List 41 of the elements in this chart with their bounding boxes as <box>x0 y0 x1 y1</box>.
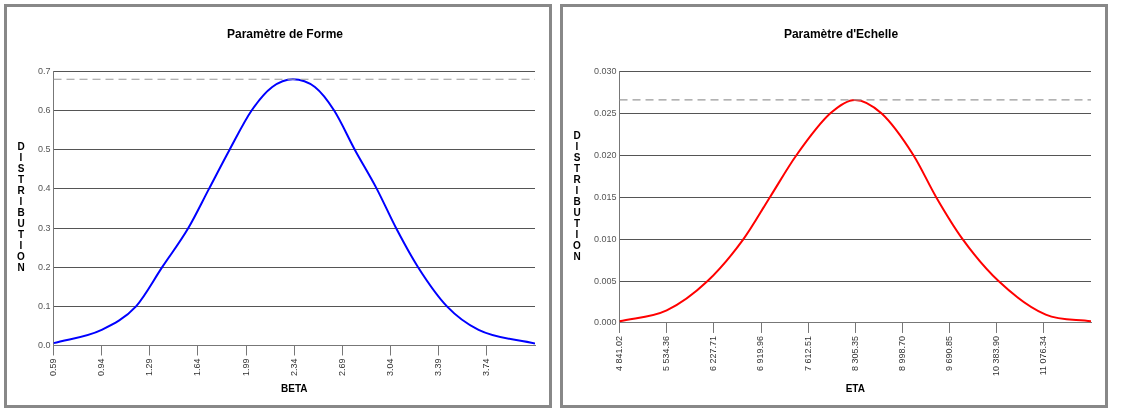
x-tick-label: 6 919.96 <box>755 335 766 372</box>
text: DISTRIBUTION <box>573 129 581 262</box>
x-tick-label: 2.69 <box>336 358 347 377</box>
y-tick-label: 0.2 <box>38 261 51 272</box>
x-tick-label: 5 534.36 <box>661 335 672 372</box>
y-tick-label: 0.010 <box>593 233 617 244</box>
y-tick-label: 0.7 <box>38 65 51 76</box>
x-tick-label: 10 383.90 <box>991 335 1002 377</box>
x-tick-label: 11 076.34 <box>1038 335 1049 376</box>
y-tick-label: 0.6 <box>38 105 51 116</box>
x-tick-label: 9 690.85 <box>944 335 955 372</box>
y-tick-label: 0.1 <box>38 300 51 311</box>
x-axis-title: ETA <box>845 382 865 394</box>
x-axis-title: BETA <box>281 382 308 394</box>
y-tick-label: 0.0 <box>38 339 51 350</box>
y-tick-label: 0.000 <box>593 317 617 328</box>
y-tick-label: 0.4 <box>38 183 51 194</box>
x-tick-label: 7 612.51 <box>802 335 813 372</box>
x-tick-label: 4 841.02 <box>614 335 625 372</box>
x-tick-label: 1.64 <box>192 358 203 377</box>
chart-title: Paramètre de Forme <box>226 26 344 41</box>
x-tick-label: 8 998.70 <box>896 335 907 372</box>
y-tick-label: 0.025 <box>593 107 617 118</box>
x-tick-label: 3.74 <box>481 358 492 377</box>
x-tick-label: 6 227.71 <box>708 335 719 372</box>
y-tick-label: 0.3 <box>38 222 51 233</box>
y-tick-label: 0.030 <box>593 65 617 76</box>
chart-title: Paramètre d'Echelle <box>783 26 899 41</box>
x-tick-label: 3.39 <box>433 358 444 377</box>
y-tick-label: 0.020 <box>593 149 617 160</box>
y-tick-label: 0.005 <box>593 275 617 286</box>
x-tick-label: 0.59 <box>48 358 58 377</box>
y-tick-label: 0.5 <box>38 144 51 155</box>
y-tick-label: 0.015 <box>593 191 617 202</box>
x-tick-label: 1.29 <box>144 358 155 377</box>
x-tick-label: 1.99 <box>240 358 251 377</box>
x-tick-label: 3.04 <box>385 358 396 377</box>
text: DISTRIBUTION <box>17 141 25 274</box>
x-tick-label: 8 305.35 <box>849 335 860 372</box>
x-tick-label: 0.94 <box>96 358 107 377</box>
x-tick-label: 2.34 <box>288 358 299 377</box>
